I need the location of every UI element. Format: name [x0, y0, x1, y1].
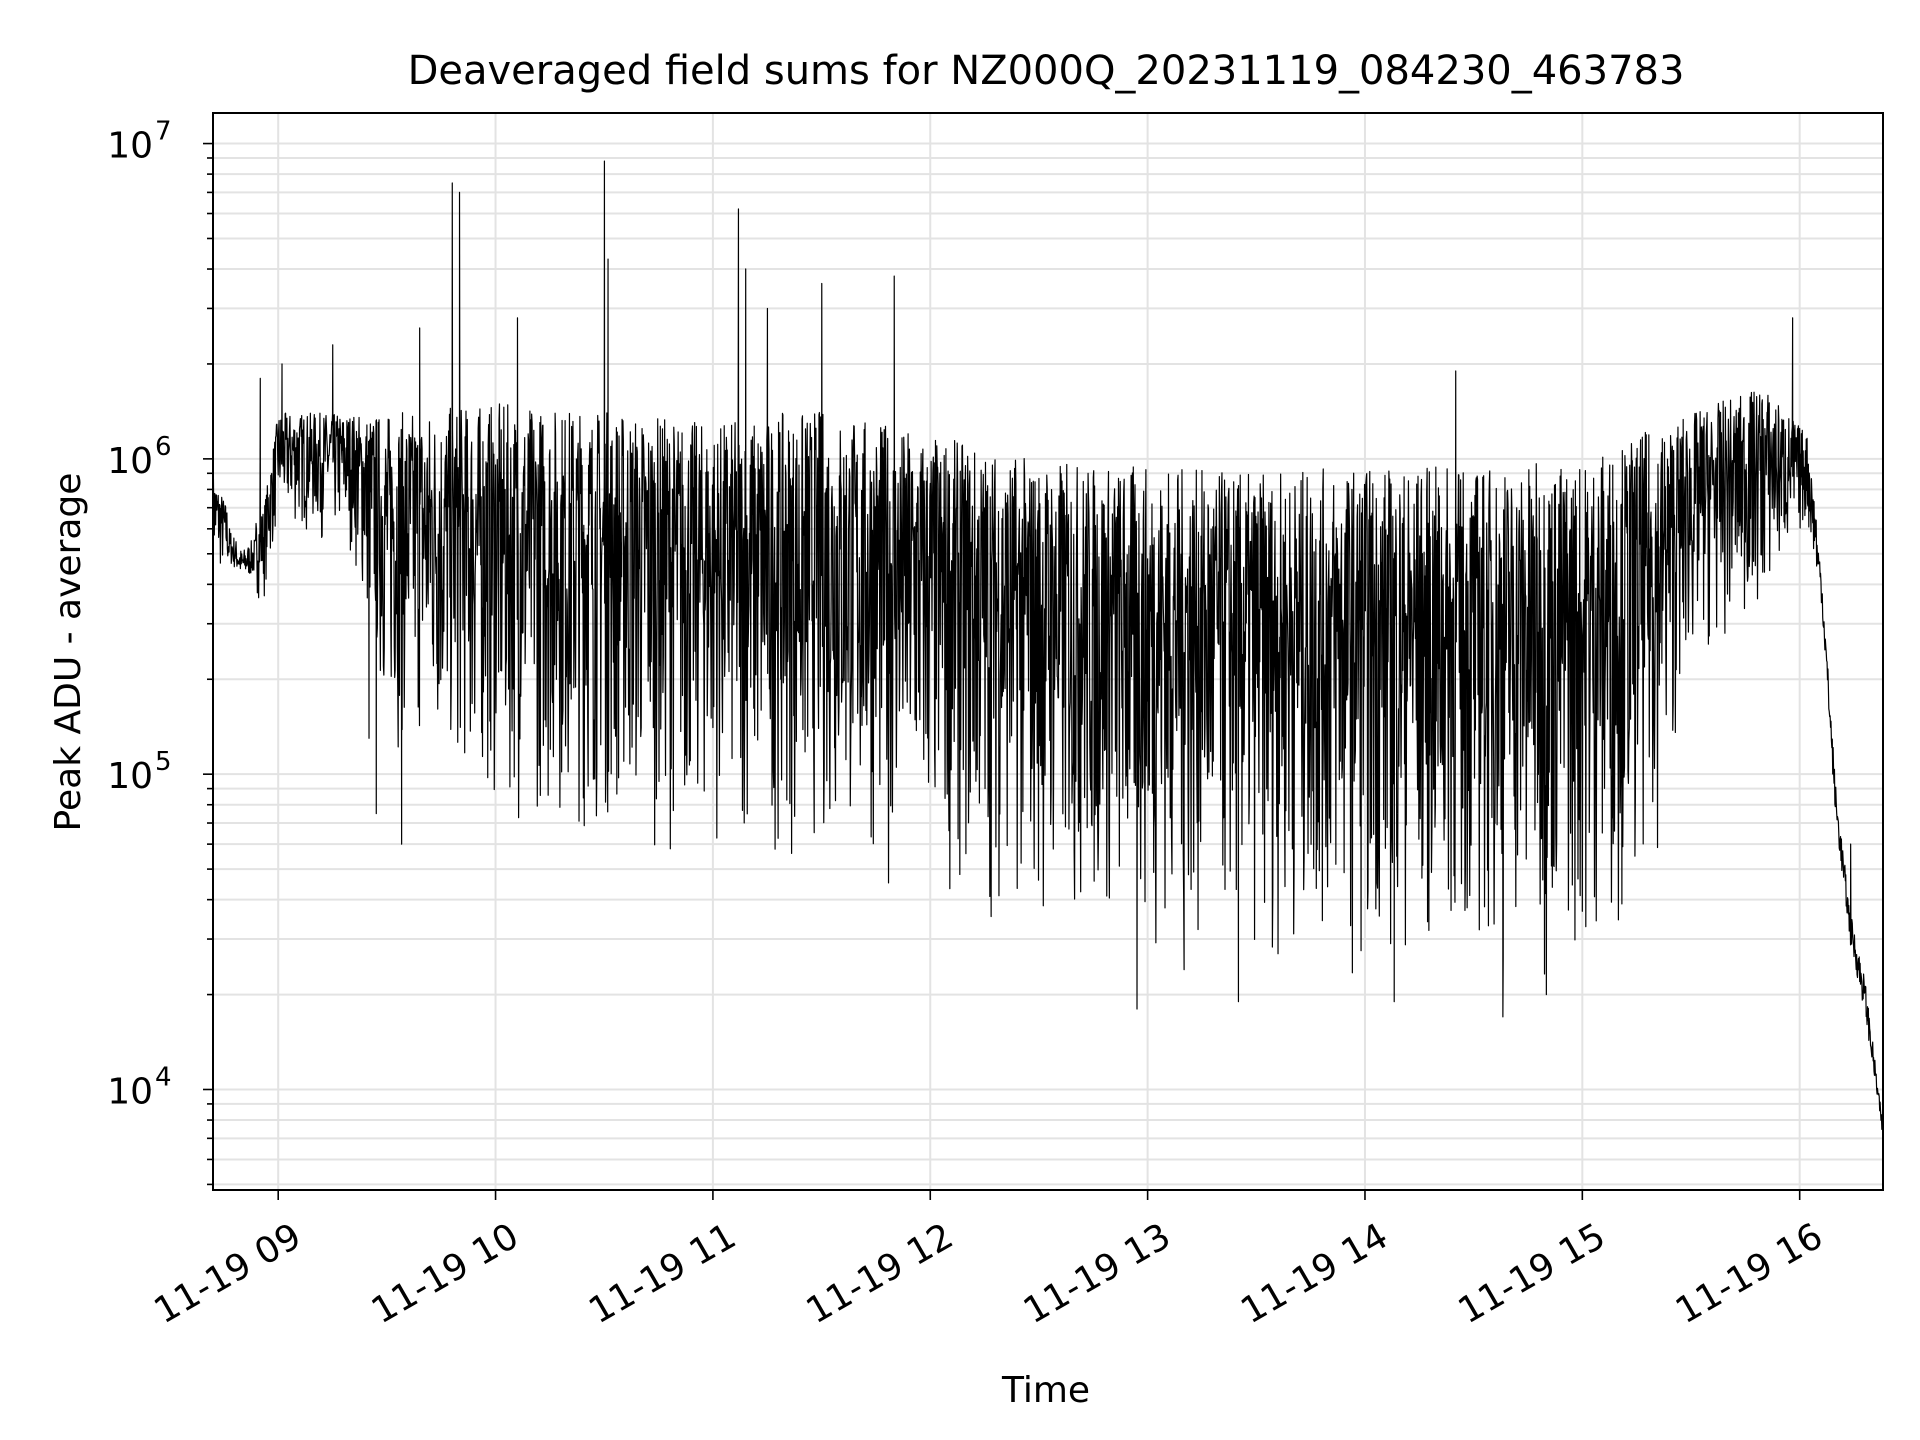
y-tick-exponent: 4	[155, 1062, 172, 1092]
chart-title: Deaveraged field sums for NZ000Q_2023111…	[408, 48, 1685, 94]
y-tick-label: 10	[107, 126, 153, 167]
y-tick-exponent: 6	[155, 432, 172, 462]
x-axis-label: Time	[1001, 1370, 1090, 1411]
y-axis-label: Peak ADU - average	[48, 473, 89, 832]
y-tick-exponent: 7	[155, 117, 172, 147]
y-tick-exponent: 5	[155, 747, 172, 777]
series-line	[212, 160, 1884, 1130]
y-tick-label: 10	[107, 756, 153, 797]
y-tick-label: 10	[107, 441, 153, 482]
y-tick-label: 10	[107, 1071, 153, 1112]
grid	[213, 113, 1883, 1190]
plot-frame	[212, 112, 1884, 1191]
series-trace	[212, 160, 1884, 1130]
